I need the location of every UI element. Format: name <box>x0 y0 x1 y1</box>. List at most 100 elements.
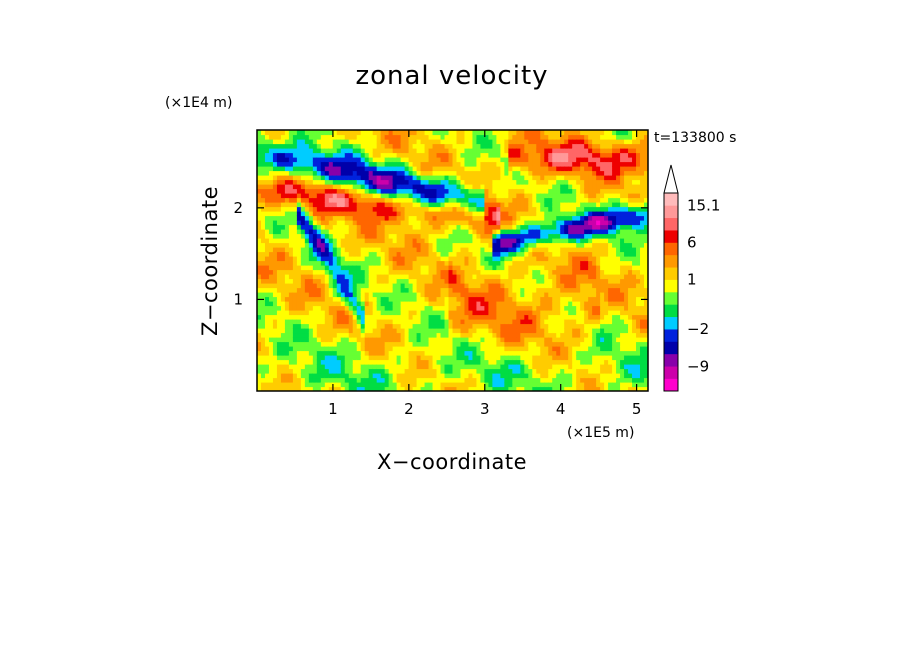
heatmap-cell <box>548 184 553 190</box>
heatmap-cell <box>344 305 350 311</box>
heatmap-cell <box>516 265 521 271</box>
heatmap-cell <box>564 229 569 235</box>
heatmap-cell <box>404 296 410 302</box>
heatmap-cell <box>404 134 410 140</box>
heatmap-cell <box>596 350 601 356</box>
heatmap-cell <box>588 341 593 347</box>
heatmap-cell <box>292 341 298 347</box>
heatmap-cell <box>460 265 466 271</box>
heatmap-cell <box>280 143 286 149</box>
heatmap-cell <box>520 292 525 298</box>
heatmap-cell <box>568 238 573 244</box>
heatmap-cell <box>520 359 525 365</box>
heatmap-cell <box>332 373 338 379</box>
heatmap-cell <box>516 305 521 311</box>
heatmap-cell <box>444 134 450 140</box>
heatmap-cell <box>460 233 466 239</box>
heatmap-cell <box>344 139 350 145</box>
heatmap-cell <box>472 242 478 248</box>
heatmap-cell <box>416 256 422 262</box>
heatmap-cell <box>388 143 394 149</box>
heatmap-cell <box>436 152 442 158</box>
heatmap-cell <box>408 364 414 370</box>
heatmap-cell <box>524 337 529 343</box>
heatmap-cell <box>552 184 557 190</box>
heatmap-cell <box>304 202 310 208</box>
heatmap-cell <box>444 382 450 388</box>
heatmap-cell <box>540 341 545 347</box>
heatmap-cell <box>476 220 482 226</box>
heatmap-cell <box>344 310 350 316</box>
heatmap-cell <box>416 323 422 329</box>
heatmap-cell <box>568 305 573 311</box>
heatmap-cell <box>476 341 482 347</box>
heatmap-cell <box>348 377 354 383</box>
heatmap-cell <box>584 283 589 289</box>
heatmap-cell <box>316 134 322 140</box>
heatmap-cell <box>492 152 497 158</box>
heatmap-cell <box>304 337 310 343</box>
heatmap-cell <box>424 197 430 203</box>
heatmap-cell <box>384 341 390 347</box>
heatmap-cell <box>520 224 525 230</box>
heatmap-cell <box>364 166 370 172</box>
heatmap-cell <box>404 269 410 275</box>
heatmap-cell <box>496 269 501 275</box>
heatmap-cell <box>592 274 597 280</box>
heatmap-cell <box>596 310 601 316</box>
heatmap-cell <box>496 148 501 154</box>
heatmap-cell <box>280 296 286 302</box>
heatmap-cell <box>580 211 585 217</box>
heatmap-cell <box>328 229 334 235</box>
heatmap-cell <box>572 161 577 167</box>
heatmap-cell <box>260 247 266 253</box>
heatmap-cell <box>508 197 513 203</box>
heatmap-cell <box>584 166 589 172</box>
heatmap-cell <box>592 238 597 244</box>
heatmap-cell <box>332 130 338 136</box>
heatmap-cell <box>276 148 282 154</box>
heatmap-cell <box>320 197 326 203</box>
heatmap-cell <box>572 139 577 145</box>
heatmap-cell <box>304 373 310 379</box>
heatmap-cell <box>536 310 541 316</box>
heatmap-cell <box>536 143 541 149</box>
heatmap-cell <box>340 283 346 289</box>
heatmap-cell <box>568 314 573 320</box>
heatmap-cell <box>456 301 462 307</box>
heatmap-cell <box>456 233 462 239</box>
heatmap-cell <box>380 355 386 361</box>
heatmap-cell <box>356 283 362 289</box>
heatmap-cell <box>436 373 442 379</box>
heatmap-cell <box>576 310 581 316</box>
heatmap-cell <box>408 283 414 289</box>
heatmap-cell <box>348 319 354 325</box>
heatmap-cell <box>424 188 430 194</box>
heatmap-cell <box>576 278 581 284</box>
heatmap-cell <box>428 368 434 374</box>
heatmap-cell <box>268 238 274 244</box>
heatmap-cell <box>540 305 545 311</box>
heatmap-cell <box>280 242 286 248</box>
heatmap-cell <box>412 350 418 356</box>
heatmap-cell <box>488 323 493 329</box>
heatmap-cell <box>340 341 346 347</box>
heatmap-cell <box>452 247 458 253</box>
heatmap-cell <box>396 166 402 172</box>
heatmap-cell <box>312 364 318 370</box>
heatmap-cell <box>600 373 605 379</box>
heatmap-cell <box>384 301 390 307</box>
heatmap-cell <box>276 224 282 230</box>
heatmap-cell <box>344 242 350 248</box>
heatmap-cell <box>392 323 398 329</box>
heatmap-cell <box>380 197 386 203</box>
heatmap-cell <box>416 175 422 181</box>
heatmap-cell <box>420 206 426 212</box>
heatmap-cell <box>396 346 402 352</box>
heatmap-cell <box>568 175 573 181</box>
heatmap-cell <box>520 229 525 235</box>
heatmap-cell <box>528 296 533 302</box>
heatmap-cell <box>352 152 358 158</box>
heatmap-cell <box>448 202 454 208</box>
heatmap-cell <box>376 260 382 266</box>
